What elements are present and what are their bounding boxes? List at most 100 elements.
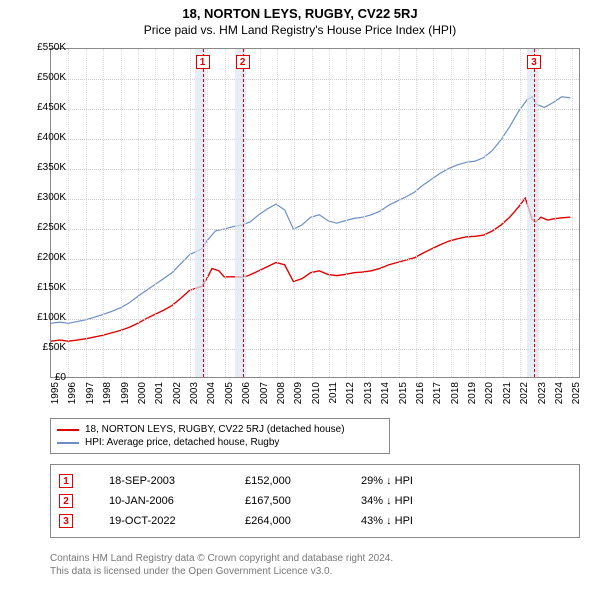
highlight-band [235,49,245,377]
gridline-h [51,139,579,140]
event-row: 319-OCT-2022£264,00043% ↓ HPI [59,511,571,531]
gridline-v [329,49,330,377]
gridline-h [51,289,579,290]
legend-swatch [57,442,79,444]
gridline-v [155,49,156,377]
event-marker: 2 [236,55,250,69]
x-axis-label: 2014 [380,382,391,422]
y-axis-label: £500K [22,72,66,83]
highlight-band [527,49,537,377]
event-line [203,49,204,377]
y-axis-label: £450K [22,102,66,113]
plot-area: 123 [50,48,580,378]
gridline-v [225,49,226,377]
gridline-v [190,49,191,377]
event-row: 1 18-SEP-2003 £152,000 29% ↓ HPI [59,471,571,491]
event-row: 210-JAN-2006£167,50034% ↓ HPI [59,491,571,511]
x-axis-label: 2024 [554,382,565,422]
event-delta: 29% ↓ HPI [361,475,461,487]
attribution-footer: Contains HM Land Registry data © Crown c… [50,552,580,578]
gridline-v [416,49,417,377]
x-axis-label: 2017 [432,382,443,422]
y-axis-label: £250K [22,222,66,233]
x-axis-label: 2016 [415,382,426,422]
event-line [243,49,244,377]
x-axis-label: 2010 [311,382,322,422]
x-axis-label: 2009 [293,382,304,422]
x-axis-label: 2018 [450,382,461,422]
events-table: 118-SEP-2003£152,00029% ↓ HPI210-JAN-200… [50,464,580,538]
gridline-v [121,49,122,377]
chart-subtitle: Price paid vs. HM Land Registry's House … [0,21,600,37]
y-axis-label: £350K [22,162,66,173]
x-axis-label: 2021 [502,382,513,422]
gridline-v [260,49,261,377]
x-axis-label: 2023 [537,382,548,422]
event-date: 18-SEP-2003 [109,475,209,487]
legend-label: 18, NORTON LEYS, RUGBY, CV22 5RJ (detach… [85,424,345,435]
gridline-h [51,259,579,260]
event-line [534,49,535,377]
gridline-v [520,49,521,377]
y-axis-label: £100K [22,312,66,323]
gridline-v [207,49,208,377]
x-axis-label: 2011 [328,382,339,422]
gridline-v [103,49,104,377]
gridline-v [468,49,469,377]
x-axis-label: 1999 [120,382,131,422]
legend-label: HPI: Average price, detached house, Rugb… [85,437,279,448]
x-axis-label: 2004 [206,382,217,422]
legend-item: 18, NORTON LEYS, RUGBY, CV22 5RJ (detach… [57,423,383,436]
event-price: £167,500 [245,495,325,507]
y-axis-label: £550K [22,42,66,53]
x-axis-label: 2022 [519,382,530,422]
x-axis-label: 1997 [85,382,96,422]
gridline-h [51,229,579,230]
gridline-h [51,199,579,200]
gridline-v [346,49,347,377]
gridline-v [138,49,139,377]
y-axis-label: £400K [22,132,66,143]
chart-title: 18, NORTON LEYS, RUGBY, CV22 5RJ [0,0,600,21]
event-number: 1 [59,474,73,488]
x-axis-label: 2007 [259,382,270,422]
x-axis-label: 2008 [276,382,287,422]
gridline-v [503,49,504,377]
footer-line-2: This data is licensed under the Open Gov… [50,565,580,578]
x-axis-label: 1998 [102,382,113,422]
x-axis-label: 2012 [345,382,356,422]
legend-item: HPI: Average price, detached house, Rugb… [57,436,383,449]
gridline-h [51,79,579,80]
y-axis-label: £50K [22,342,66,353]
x-axis-label: 1996 [67,382,78,422]
x-axis-label: 2019 [467,382,478,422]
gridline-v [277,49,278,377]
x-axis-label: 1995 [50,382,61,422]
gridline-h [51,109,579,110]
gridline-v [173,49,174,377]
footer-line-1: Contains HM Land Registry data © Crown c… [50,552,580,565]
event-number: 2 [59,494,73,508]
gridline-v [485,49,486,377]
gridline-v [572,49,573,377]
y-axis-label: £300K [22,192,66,203]
gridline-h [51,349,579,350]
gridline-v [399,49,400,377]
gridline-v [86,49,87,377]
gridline-h [51,319,579,320]
chart-container: 18, NORTON LEYS, RUGBY, CV22 5RJ Price p… [0,0,600,590]
x-axis-label: 2001 [154,382,165,422]
legend-swatch [57,429,79,431]
x-axis-label: 2013 [363,382,374,422]
gridline-v [68,49,69,377]
y-axis-label: £200K [22,252,66,263]
x-axis-label: 2000 [137,382,148,422]
x-axis-label: 2005 [224,382,235,422]
event-price: £152,000 [245,475,325,487]
gridline-v [433,49,434,377]
gridline-h [51,169,579,170]
event-delta: 34% ↓ HPI [361,495,461,507]
highlight-band [195,49,205,377]
y-axis-label: £150K [22,282,66,293]
event-number: 3 [59,514,73,528]
